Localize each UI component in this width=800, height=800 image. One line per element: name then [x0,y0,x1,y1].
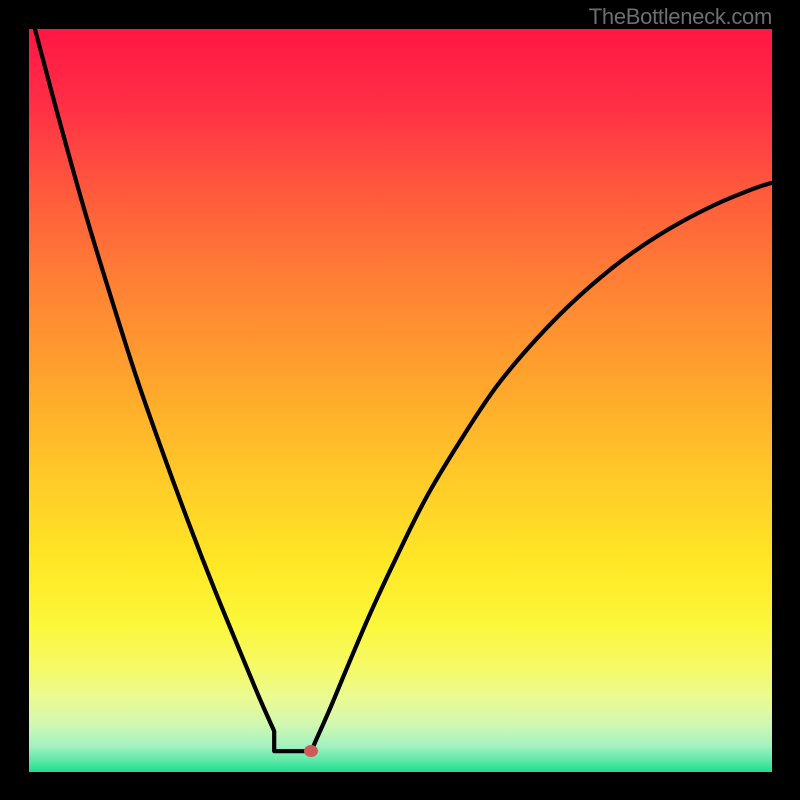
watermark-text: TheBottleneck.com [589,4,772,30]
plot-area [29,29,772,772]
optimal-marker [304,745,318,757]
bottleneck-curve [29,29,772,772]
